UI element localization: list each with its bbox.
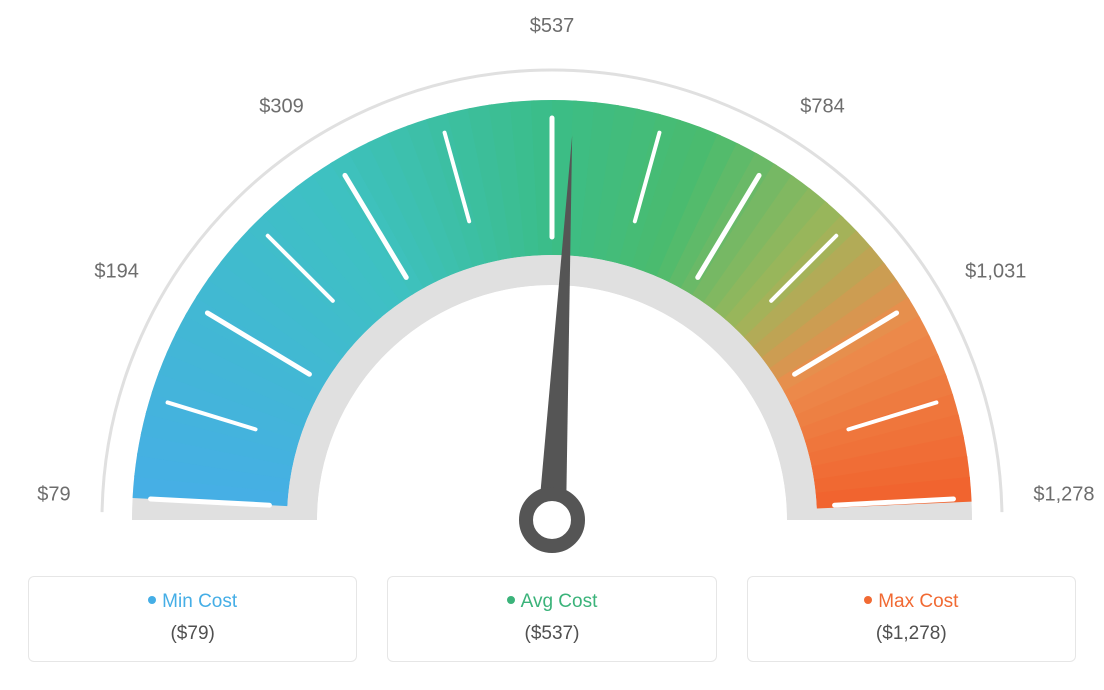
- legend-box-min: Min Cost ($79): [28, 576, 357, 662]
- legend-dot-min: [148, 596, 156, 604]
- legend-title-avg-text: Avg Cost: [521, 591, 598, 612]
- legend-row: Min Cost ($79) Avg Cost ($537) Max Cost …: [28, 576, 1076, 662]
- gauge-svg: [0, 10, 1104, 570]
- legend-value-max: ($1,278): [758, 623, 1065, 645]
- legend-title-max-text: Max Cost: [878, 591, 958, 612]
- cost-gauge-container: $79 $194 $309 $537 $784 $1,031 $1,278 Min Cost…: [0, 0, 1104, 690]
- gauge-chart: $79 $194 $309 $537 $784 $1,031 $1,278: [0, 10, 1104, 570]
- legend-dot-avg: [507, 596, 515, 604]
- gauge-tick-label: $309: [259, 95, 304, 118]
- legend-box-avg: Avg Cost ($537): [387, 576, 716, 662]
- legend-title-min: Min Cost: [39, 591, 346, 613]
- gauge-tick-label: $1,278: [1033, 483, 1094, 506]
- legend-title-avg: Avg Cost: [398, 591, 705, 613]
- gauge-tick-label: $784: [800, 95, 845, 118]
- legend-box-max: Max Cost ($1,278): [747, 576, 1076, 662]
- gauge-tick-label: $537: [530, 15, 575, 38]
- legend-value-min: ($79): [39, 623, 346, 645]
- legend-title-max: Max Cost: [758, 591, 1065, 613]
- legend-dot-max: [864, 596, 872, 604]
- gauge-tick-label: $1,031: [965, 260, 1026, 283]
- legend-value-avg: ($537): [398, 623, 705, 645]
- legend-title-min-text: Min Cost: [162, 591, 237, 612]
- gauge-tick-label: $79: [37, 483, 70, 506]
- gauge-tick-label: $194: [94, 260, 139, 283]
